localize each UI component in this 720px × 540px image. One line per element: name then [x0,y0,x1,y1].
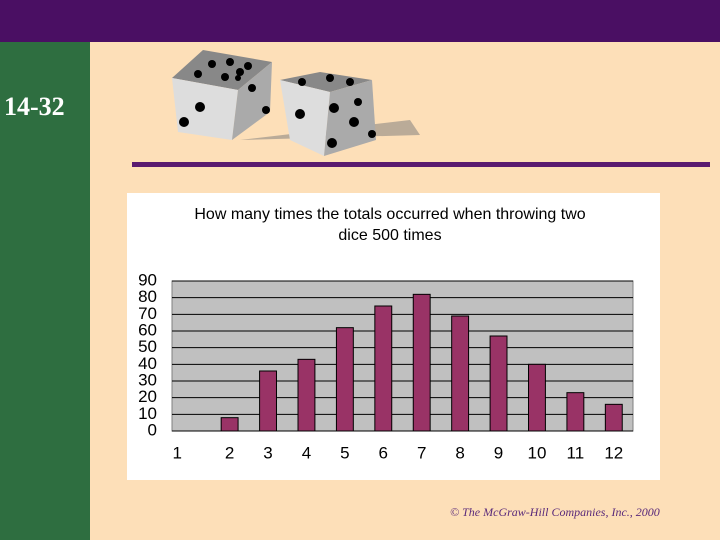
x-tick-label: 11 [567,443,585,462]
y-tick-label: 90 [138,270,157,289]
x-tick-label: 1 [172,443,181,462]
x-tick-label: 8 [455,443,464,462]
bar [335,327,354,432]
bar [566,392,585,432]
bar [259,370,277,432]
bar [604,403,623,432]
top-bar [0,0,720,42]
x-tick-label: 2 [225,443,234,462]
x-tick-label: 4 [302,443,311,462]
dice [172,50,420,156]
bar [374,305,393,432]
x-tick-label: 12 [604,443,623,462]
bar [528,363,546,432]
y-tick-label: 70 [138,304,157,323]
x-tick-label: 3 [263,443,272,462]
bar [451,315,470,432]
x-tick-label: 10 [527,443,546,462]
x-tick-label: 5 [340,443,349,462]
footer: © The McGraw-Hill Companies, Inc., 2000 [450,505,660,519]
divider [132,162,710,167]
y-tick-label: 20 [138,387,157,406]
bar [412,293,431,432]
y-tick-label: 50 [138,337,157,356]
x-tick-label: 6 [379,443,388,462]
bar [220,417,239,432]
x-tick-label: 9 [494,443,503,462]
side-bar [0,42,90,540]
plot-area [171,280,634,432]
y-tick-label: 80 [138,287,157,306]
y-tick-label: 0 [148,420,157,439]
bar [297,358,316,432]
y-tick-label: 60 [138,320,157,339]
chart-title: How many times the totals occurred when … [194,206,586,244]
slide-number: 14-32 [4,92,65,121]
x-tick-label: 7 [417,443,426,462]
bar [489,335,508,432]
y-tick-label: 40 [138,354,157,373]
y-tick-label: 10 [138,404,157,423]
y-tick-label: 30 [138,370,157,389]
